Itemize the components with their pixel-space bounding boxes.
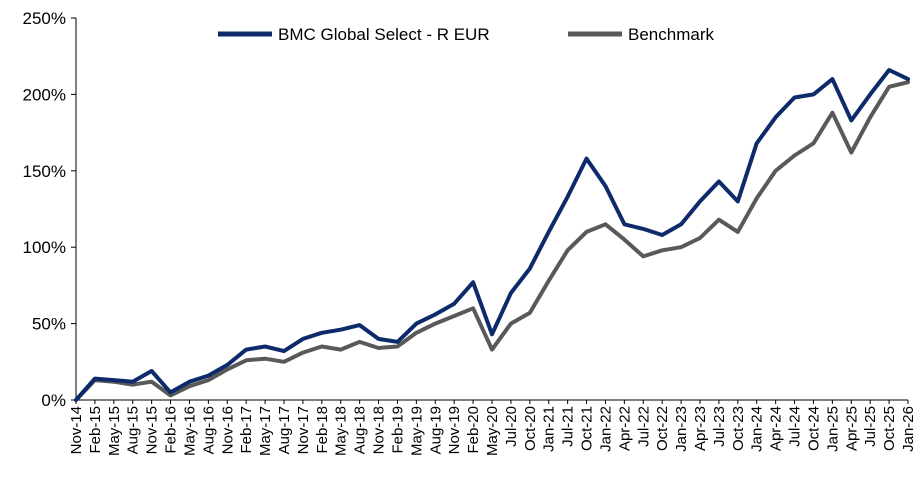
x-tick-label: Jan-22 bbox=[597, 406, 614, 452]
y-tick-label: 200% bbox=[23, 85, 66, 104]
x-tick-label: Oct-25 bbox=[881, 406, 898, 451]
x-tick-label: Jan-24 bbox=[749, 406, 766, 452]
x-tick-label: Oct-23 bbox=[730, 406, 747, 451]
x-tick-label: Jan-26 bbox=[900, 406, 917, 452]
series-line-bmc bbox=[74, 68, 910, 402]
x-tick-label: Aug-17 bbox=[276, 406, 293, 454]
x-axis: Nov-14 Feb-15 May-15 Aug-15 Nov-15 Feb-16 May-… bbox=[68, 399, 917, 456]
legend-label-benchmark: Benchmark bbox=[628, 25, 714, 44]
x-tick-label: Feb-18 bbox=[314, 406, 331, 454]
x-tick-label: Jul-20 bbox=[503, 406, 520, 447]
x-tick-label: Nov-16 bbox=[219, 406, 236, 454]
x-tick-label: Oct-21 bbox=[579, 406, 596, 451]
x-tick-label: Jul-25 bbox=[862, 406, 879, 447]
x-tick-label: Nov-19 bbox=[446, 406, 463, 454]
y-tick-label: 150% bbox=[23, 162, 66, 181]
x-tick-label: Oct-20 bbox=[522, 406, 539, 451]
x-tick-label: Jul-24 bbox=[787, 406, 804, 447]
x-tick-label: Aug-19 bbox=[427, 406, 444, 454]
legend: BMC Global Select - R EUR Benchmark bbox=[218, 25, 714, 44]
x-tick-label: May-20 bbox=[484, 406, 501, 456]
x-tick-label: Feb-19 bbox=[389, 406, 406, 454]
x-tick-label: Jan-21 bbox=[541, 406, 558, 452]
x-tick-label: Feb-16 bbox=[163, 406, 180, 454]
x-tick-label: Nov-17 bbox=[295, 406, 312, 454]
x-tick-label: Nov-14 bbox=[68, 406, 85, 454]
x-tick-label: Aug-15 bbox=[125, 406, 142, 454]
y-tick-label: 250% bbox=[23, 9, 66, 28]
x-tick-label: May-15 bbox=[106, 406, 123, 456]
x-tick-label: Jan-25 bbox=[824, 406, 841, 452]
x-tick-label: Apr-25 bbox=[843, 406, 860, 451]
x-tick-label: May-19 bbox=[408, 406, 425, 456]
x-tick-label: May-17 bbox=[257, 406, 274, 456]
x-tick-label: May-18 bbox=[333, 406, 350, 456]
x-tick-label: Jul-23 bbox=[711, 406, 728, 447]
x-tick-label: Jul-22 bbox=[635, 406, 652, 447]
y-axis: 0% 50% 100% 150% 200% 250% bbox=[23, 9, 77, 410]
x-tick-label: Jan-23 bbox=[673, 406, 690, 452]
x-tick-label: Apr-23 bbox=[692, 406, 709, 451]
x-tick-label: Oct-22 bbox=[654, 406, 671, 451]
x-tick-label: Aug-18 bbox=[352, 406, 369, 454]
x-tick-label: Jul-21 bbox=[560, 406, 577, 447]
x-tick-label: Apr-24 bbox=[768, 406, 785, 451]
y-tick-label: 0% bbox=[41, 391, 66, 410]
x-tick-label: Oct-24 bbox=[805, 406, 822, 451]
x-tick-label: Nov-15 bbox=[144, 406, 161, 454]
x-tick-label: Feb-20 bbox=[465, 406, 482, 454]
series-line-benchmark bbox=[74, 80, 910, 402]
x-tick-label: May-16 bbox=[181, 406, 198, 456]
x-tick-label: Apr-22 bbox=[616, 406, 633, 451]
x-tick-label: Aug-16 bbox=[200, 406, 217, 454]
x-tick-label: Feb-15 bbox=[87, 406, 104, 454]
y-tick-label: 50% bbox=[32, 315, 66, 334]
x-tick-label: Feb-17 bbox=[238, 406, 255, 454]
y-tick-label: 100% bbox=[23, 238, 66, 257]
legend-label-bmc: BMC Global Select - R EUR bbox=[278, 25, 490, 44]
x-tick-label: Nov-18 bbox=[371, 406, 388, 454]
series-group bbox=[74, 68, 910, 402]
